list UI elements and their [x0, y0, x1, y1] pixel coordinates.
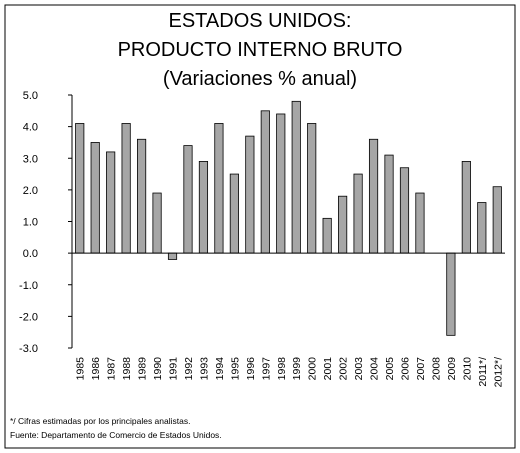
y-tick-label: 1.0 [23, 217, 38, 229]
y-tick-label: 0.0 [23, 248, 38, 260]
bar [276, 113, 286, 254]
x-tick-label: 2007 [415, 357, 427, 381]
bar [137, 138, 147, 254]
x-tick-label: 2004 [369, 357, 381, 381]
x-tick-label: 1995 [229, 357, 241, 381]
x-tick-label: 2006 [399, 357, 411, 381]
bar [75, 123, 85, 254]
x-tick-label: 2003 [353, 357, 365, 381]
x-tick-label: 1985 [75, 357, 87, 381]
x-tick-label: 2005 [384, 357, 396, 381]
chart-title: ESTADOS UNIDOS: [169, 10, 352, 32]
bar [229, 173, 239, 254]
chart-title: PRODUCTO INTERNO BRUTO [118, 39, 403, 61]
bar [322, 217, 332, 254]
bar [260, 110, 270, 254]
bar [167, 252, 178, 260]
bar [368, 138, 379, 254]
x-tick-label: 2011*/ [477, 357, 489, 387]
x-tick-label: 2008 [430, 357, 442, 381]
x-tick-label: 2002 [338, 357, 350, 381]
bar [307, 123, 317, 254]
x-tick-label: 1997 [260, 357, 272, 381]
y-tick-label: -1.0 [19, 280, 38, 292]
x-tick-label: 1996 [245, 357, 257, 381]
bar [384, 154, 394, 254]
x-tick-label: 1989 [137, 357, 149, 381]
y-tick-label: 2.0 [23, 185, 38, 197]
x-tick-label: 1998 [276, 357, 288, 381]
x-tick-label: 2012*/ [492, 357, 504, 387]
bar [198, 161, 209, 254]
bar [121, 123, 131, 254]
y-tick-label: 3.0 [23, 153, 38, 165]
y-tick-label: 5.0 [23, 90, 38, 102]
x-tick-label: 2001 [322, 357, 334, 381]
bar [399, 167, 410, 254]
bar [152, 192, 162, 254]
bar [338, 195, 348, 254]
bar [446, 252, 456, 336]
x-tick-label: 2009 [446, 357, 458, 381]
bar [461, 161, 471, 254]
y-tick-label: -2.0 [19, 311, 38, 323]
bar [90, 142, 100, 254]
x-tick-label: 2000 [307, 357, 319, 381]
chart-subtitle: (Variaciones % anual) [163, 68, 357, 90]
x-tick-label: 1993 [198, 357, 210, 381]
frame [4, 4, 516, 449]
bar [353, 173, 363, 254]
bar [245, 135, 255, 254]
bar [415, 192, 425, 254]
x-tick-label: 1991 [168, 357, 180, 381]
x-tick-label: 1986 [90, 357, 102, 381]
x-tick-label: 1994 [214, 357, 226, 381]
bar [291, 100, 301, 254]
x-tick-label: 1988 [121, 357, 133, 381]
x-tick-label: 1990 [152, 357, 164, 381]
bar [183, 145, 193, 254]
x-tick-label: 1992 [183, 357, 195, 381]
x-tick-label: 1999 [291, 357, 303, 381]
bar [106, 151, 116, 254]
bar [214, 123, 224, 254]
x-tick-label: 1987 [106, 357, 118, 381]
y-tick-label: -3.0 [19, 343, 38, 355]
footnote: */ Cifras estimadas por los principales … [10, 416, 190, 426]
x-tick-label: 2010 [461, 357, 473, 381]
bar [492, 186, 502, 254]
y-tick-label: 4.0 [23, 122, 38, 134]
bar [477, 202, 487, 254]
source-note: Fuente: Departamento de Comercio de Esta… [10, 430, 222, 440]
